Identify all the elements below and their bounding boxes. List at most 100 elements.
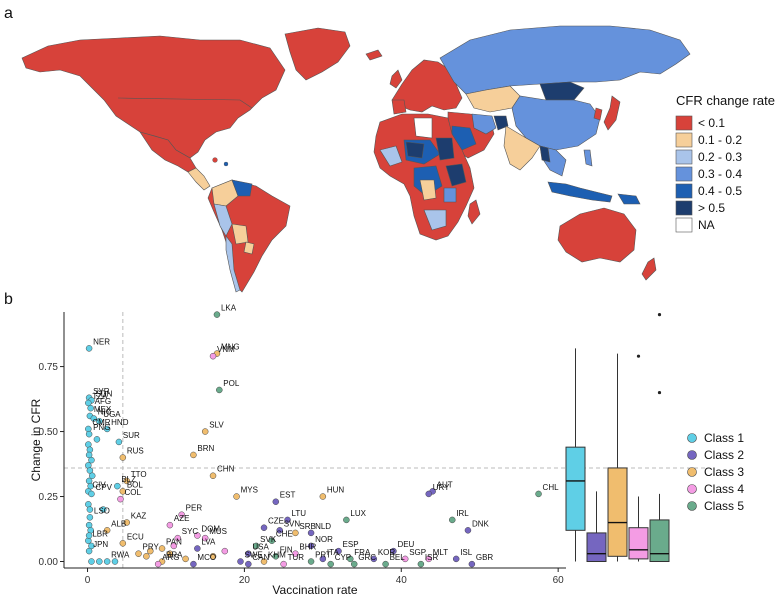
data-point [209,472,217,479]
data-point [87,404,94,412]
data-point [96,417,103,425]
data-point [335,547,342,555]
point-label: NER [93,337,110,346]
data-point [307,542,315,550]
data-point [343,516,350,524]
point-label: SRB [299,522,315,531]
data-point [268,537,276,544]
data-point [292,550,299,557]
point-label: SDN [95,389,112,398]
x-axis-label: Vaccination rate [272,583,357,597]
map-region-madagascar [467,199,481,225]
data-point [272,498,280,505]
data-point [370,555,378,563]
class-legend-marker [687,467,697,477]
point-label: AZE [174,514,190,523]
legend-swatch [675,149,693,165]
point-label: HND [111,418,129,427]
point-label: SUR [123,431,140,440]
y-tick-label: 0.25 [39,492,59,503]
data-point [425,555,432,563]
class-legend: Class 1 Class 2 Class 3 Class 4 Class 5 [687,431,744,513]
class-legend-marker [687,501,697,511]
map-region-tanzania [443,187,457,203]
data-point [119,540,127,547]
data-point [99,506,107,513]
point-label: CAN [252,553,269,562]
map-region-caribbean [212,157,218,163]
data-point [96,558,103,565]
point-label: KOR [378,548,396,557]
point-label: PAN [166,538,182,547]
x-tick-label: 60 [553,575,565,586]
data-point [350,560,358,568]
data-point [213,311,221,318]
data-point [307,558,315,565]
map-region-venezuela [231,179,253,197]
data-point [292,529,299,537]
point-label: PRT [315,551,331,560]
point-label: EST [280,491,296,500]
boxplot-outlier [636,354,641,358]
map-region-southern-africa [423,209,447,231]
data-point [280,560,287,568]
data-point [87,482,94,490]
point-label: SVK [260,535,277,544]
point-label: ECU [127,532,144,541]
data-point [425,490,432,498]
data-point [88,472,96,479]
legend-swatch [675,217,693,233]
map-region-korea [593,107,603,121]
x-tick-label: 40 [396,575,408,586]
data-point [327,560,334,568]
boxplot-box [649,519,670,563]
point-label: LKA [221,304,237,313]
data-point [452,555,460,563]
point-label: NIC [98,408,112,417]
point-label: MNG [221,343,240,352]
data-point [90,415,98,422]
legend-label: > 0.5 [698,201,725,215]
point-label: PER [186,504,203,513]
point-label: SVN [284,519,301,528]
point-label: KAZ [131,512,147,521]
data-point [174,534,181,542]
point-label: TZA [92,392,108,401]
class-legend-label: Class 2 [704,448,744,462]
class-legend-label: Class 1 [704,431,744,445]
map-region-greenland [284,27,351,81]
data-point [88,456,95,464]
class-legend-marker [687,433,697,443]
map-region-iceland [365,49,383,61]
point-label: POL [223,379,240,388]
data-point [147,547,154,555]
point-label: LBR [92,530,108,539]
data-point [103,425,111,433]
point-label: CIV [92,480,106,489]
x-tick-label: 20 [239,575,251,586]
data-point [194,545,201,552]
y-tick-label: 0.00 [39,557,59,568]
point-label: ESP [343,540,359,549]
data-point [86,514,94,521]
data-point [417,560,425,568]
data-point [201,428,209,435]
point-label: SYC [182,527,199,536]
class-boxplots [565,312,670,563]
point-label: NOR [315,535,333,544]
map-region-uk [389,69,403,89]
point-label: ALB [111,519,126,528]
map-region-australia [557,207,637,263]
map-region-libya [413,117,433,139]
point-label: LVA [201,538,216,547]
legend-label: 0.3 - 0.4 [698,167,742,181]
data-point [216,386,223,394]
point-label: COL [124,488,141,497]
point-label: USA [252,543,269,552]
data-point [401,555,409,563]
x-tick-label: 0 [85,575,91,586]
data-point [86,506,94,513]
point-label: DEU [397,540,414,549]
point-label: RUS [127,447,144,456]
class-legend-label: Class 5 [704,499,744,513]
